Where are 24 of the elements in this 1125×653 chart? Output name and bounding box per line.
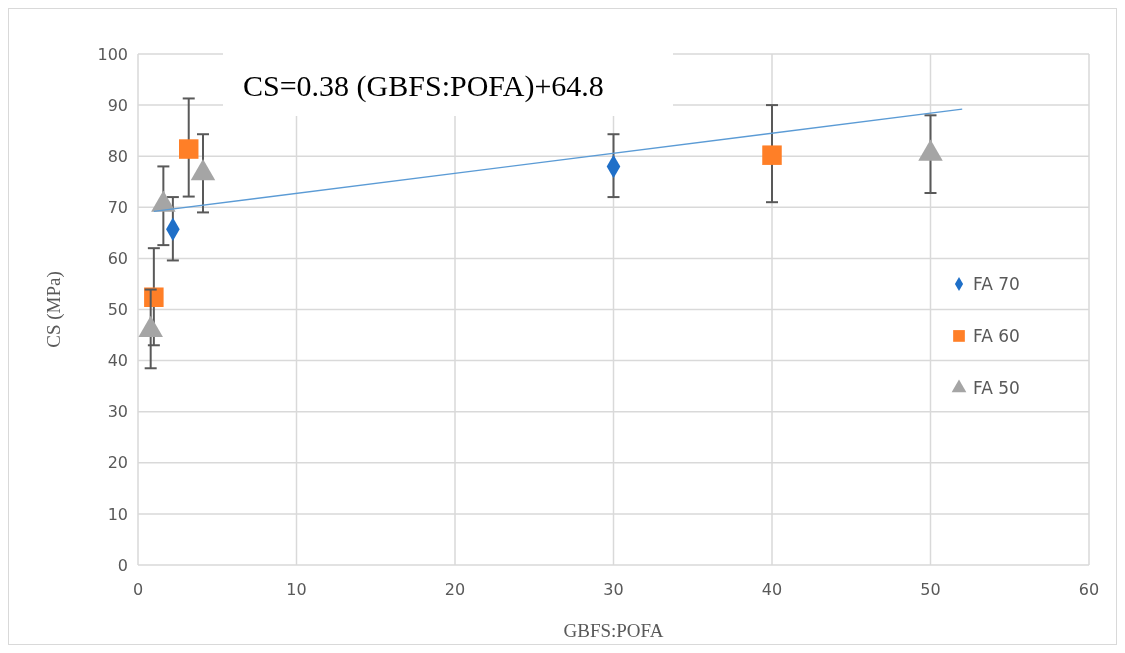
x-tick-label: 30: [603, 580, 624, 599]
x-tick-label: 0: [132, 580, 144, 599]
x-tick-label: 20: [444, 580, 466, 599]
y-tick-label: 50: [107, 300, 128, 320]
x-axis-title: GBFS:POFA: [563, 620, 664, 641]
y-tick-label: 20: [107, 453, 128, 473]
y-tick-label: 10: [107, 504, 128, 524]
annotation: CS=0.38 (GBFS:POFA)+64.8: [243, 69, 604, 103]
x-tick-label: 40: [761, 580, 783, 599]
y-tick-label: 80: [107, 146, 128, 166]
y-tick-label: 90: [107, 95, 128, 115]
x-tick-label: 60: [1078, 580, 1100, 599]
y-tick-label: 40: [107, 351, 128, 371]
y-tick-label: 100: [97, 44, 128, 64]
x-tick-label: 50: [920, 580, 941, 599]
legend-label: FA 70: [973, 273, 1020, 294]
legend-label: FA 50: [973, 377, 1020, 398]
y-tick-label: 60: [107, 249, 128, 268]
y-tick-label: 70: [107, 197, 128, 217]
y-axis-title: CS (MPa): [43, 271, 65, 348]
y-tick-label: 0: [117, 555, 128, 575]
legend-label: FA 60: [973, 325, 1020, 346]
y-tick-label: 30: [107, 402, 128, 422]
x-tick-label: 10: [286, 580, 307, 599]
